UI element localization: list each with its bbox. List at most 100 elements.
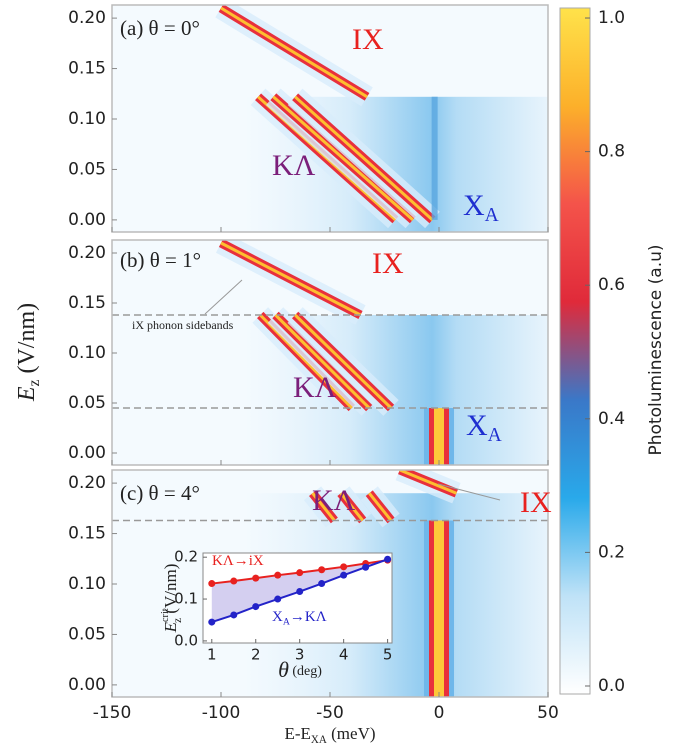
inset-y-label-after: (V/nm) bbox=[161, 564, 180, 618]
band-label: IX bbox=[520, 486, 552, 519]
inset-y-label-sup: crit bbox=[160, 608, 171, 622]
band-line bbox=[399, 470, 458, 495]
point bbox=[340, 563, 348, 571]
y-axis-label: Ez (V/nm) bbox=[14, 303, 43, 402]
x-tick-label: -50 bbox=[316, 703, 344, 723]
colorbar bbox=[559, 7, 591, 695]
band-label: KΛ bbox=[312, 484, 356, 517]
series-label-main: KΛ→iX bbox=[212, 553, 264, 569]
panel bbox=[112, 470, 548, 697]
x-tick-label: 3 bbox=[295, 646, 305, 664]
y-tick-label: 0.10 bbox=[68, 109, 106, 129]
x-tick-label: -100 bbox=[202, 703, 241, 723]
point bbox=[296, 588, 304, 596]
inset-x-label-after: (deg) bbox=[289, 664, 322, 679]
point bbox=[318, 566, 326, 574]
point bbox=[274, 571, 282, 579]
y-tick-label: 0.10 bbox=[68, 574, 106, 594]
point bbox=[230, 611, 238, 619]
y-tick-label: 0.20 bbox=[68, 8, 106, 28]
series-label-sub: A bbox=[283, 617, 290, 628]
band-label: KΛ bbox=[293, 371, 337, 404]
band-line bbox=[311, 492, 336, 522]
x-tick-label: 50 bbox=[537, 703, 559, 723]
x-axis-label-sub: XA bbox=[311, 734, 327, 746]
band-line bbox=[339, 492, 364, 522]
point bbox=[252, 603, 260, 611]
y-tick-label: 0.15 bbox=[68, 59, 106, 79]
inset-y-label-main: E bbox=[161, 621, 180, 633]
y-tick-label: 0.15 bbox=[68, 524, 106, 544]
point bbox=[208, 580, 216, 588]
band-label: XA bbox=[466, 409, 502, 447]
series-label: KΛ→iX bbox=[212, 553, 264, 569]
band-label-main: X bbox=[463, 189, 485, 222]
colorbar-tick-label: 0.2 bbox=[598, 542, 625, 562]
x-tick-label: 1 bbox=[207, 646, 217, 664]
y-tick-label: 0.15 bbox=[68, 293, 106, 313]
band-label-main: KΛ bbox=[293, 371, 337, 404]
band-line bbox=[294, 313, 393, 410]
y-tick-label: 0.00 bbox=[68, 675, 106, 695]
y-tick-label: 0.00 bbox=[68, 210, 106, 230]
band-label-main: IX bbox=[372, 247, 404, 280]
band-label: IX bbox=[372, 247, 404, 280]
y-tick-label: 0.05 bbox=[68, 393, 106, 413]
x-tick-label: 2 bbox=[251, 646, 261, 664]
band-line bbox=[259, 313, 353, 410]
annotation-leader bbox=[437, 483, 501, 501]
point bbox=[362, 563, 370, 571]
point bbox=[274, 595, 282, 603]
band-label-main: IX bbox=[520, 486, 552, 519]
y-tick-label: 0.05 bbox=[68, 159, 106, 179]
inset-y-label: Ecritz (V/nm) bbox=[160, 564, 183, 634]
band-label-sub: A bbox=[488, 425, 502, 446]
point bbox=[208, 618, 216, 626]
inset-x-label-main: θ bbox=[278, 657, 289, 682]
band-line bbox=[368, 492, 393, 522]
colorbar-tick-label: 1.0 bbox=[598, 8, 625, 28]
panel bbox=[112, 5, 548, 232]
panel-title: (c) θ = 4° bbox=[120, 481, 200, 505]
colorbar-tick-label: 0.6 bbox=[598, 275, 625, 295]
inset-x-label: θ (deg) bbox=[278, 657, 322, 682]
x-axis-label-main: E-E bbox=[284, 724, 310, 743]
colorbar-tick-label: 0.0 bbox=[598, 676, 625, 696]
point bbox=[340, 571, 348, 579]
series-label-after: →KΛ bbox=[290, 609, 327, 625]
point bbox=[318, 580, 326, 588]
band-line bbox=[220, 6, 368, 99]
band-line bbox=[272, 95, 414, 222]
annotation: iX phonon sidebands bbox=[132, 318, 234, 332]
y-tick-label: 0.05 bbox=[68, 624, 106, 644]
x-axis-label-after: (meV) bbox=[327, 724, 376, 743]
x-tick-label: 0 bbox=[434, 703, 445, 723]
y-tick-label: 0.0 bbox=[174, 631, 198, 649]
band-label-main: IX bbox=[352, 23, 384, 56]
series-label: XA→KΛ bbox=[272, 609, 327, 627]
y-tick-label: 0.10 bbox=[68, 343, 106, 363]
band-label-sub: A bbox=[485, 205, 499, 226]
band-label-main: X bbox=[466, 409, 488, 442]
inset-y-label-sub: z bbox=[171, 618, 183, 623]
band-line bbox=[294, 95, 434, 222]
colorbar-tick-label: 0.4 bbox=[598, 409, 625, 429]
point bbox=[384, 555, 392, 563]
band-label-main: KΛ bbox=[312, 484, 356, 517]
series-label-main: X bbox=[272, 609, 283, 625]
band-label: KΛ bbox=[272, 149, 316, 182]
y-tick-label: 0.00 bbox=[68, 443, 106, 463]
panel-title: (a) θ = 0° bbox=[120, 16, 200, 40]
panel bbox=[112, 240, 548, 465]
y-axis-label-sub: z bbox=[26, 379, 43, 386]
band-line bbox=[220, 241, 362, 317]
point bbox=[230, 577, 238, 585]
x-tick-label: 5 bbox=[383, 646, 393, 664]
y-tick-label: 0.1 bbox=[174, 590, 198, 608]
band-label-main: KΛ bbox=[272, 149, 316, 182]
x-tick-label: -150 bbox=[93, 703, 132, 723]
y-axis-label-after: (V/nm) bbox=[14, 303, 40, 380]
x-axis-label: E-EXA (meV) bbox=[284, 724, 375, 746]
point bbox=[296, 569, 304, 577]
band-line bbox=[274, 313, 371, 410]
